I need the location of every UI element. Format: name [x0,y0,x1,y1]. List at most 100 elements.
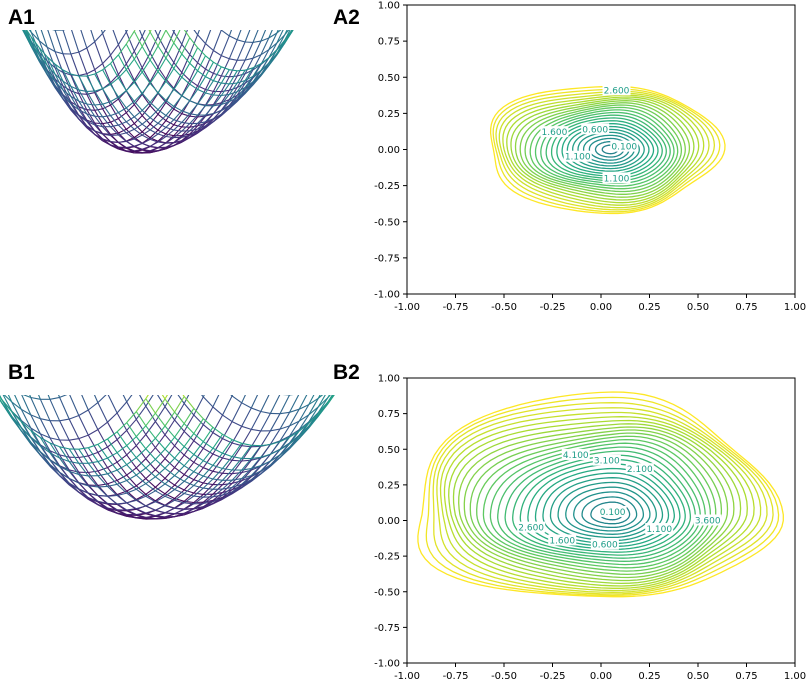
mesh-segment [251,470,262,476]
mesh-segment [164,499,175,507]
mesh-segment [87,455,99,472]
mesh-segment [94,92,104,110]
mesh-segment [86,113,96,126]
mesh-segment [145,405,156,422]
mesh-segment [117,43,127,56]
mesh-segment [212,453,223,459]
mesh-segment [154,434,166,449]
mesh-segment [289,435,300,445]
mesh-segment [135,436,147,450]
mesh-segment [212,395,220,408]
mesh-segment [107,438,118,454]
mesh-segment [173,72,183,89]
mesh-segment [222,395,233,416]
mesh-segment [97,500,108,504]
mesh-segment [149,141,159,147]
mesh-segment [197,43,207,64]
mesh-segment [165,115,175,121]
mesh-segment [30,427,41,446]
mesh-segment [145,425,156,439]
mesh-segment [30,414,41,435]
mesh-segment [276,30,284,44]
mesh-segment [117,96,127,109]
mesh-segment [181,54,191,73]
mesh-segment [174,423,185,438]
mesh-segment [133,36,143,52]
contour-label: 3.100 [594,457,620,467]
contour-label-background [517,521,546,533]
mesh-segment [165,137,175,144]
mesh-segment [126,474,137,487]
mesh-segment [183,446,195,455]
mesh-segment [174,465,185,476]
contour-label: 1.600 [549,536,575,546]
mesh-segment [268,32,278,39]
mesh-segment [193,482,204,494]
mesh-segment [141,129,151,136]
mesh-segment [203,467,214,472]
mesh-segment [269,413,281,432]
mesh-segment [268,42,278,59]
mesh-segment [97,494,108,497]
mesh-segment [110,115,119,126]
mesh-segment [174,488,185,495]
mesh-segment [141,105,151,116]
mesh-segment [78,474,89,487]
mesh-segment [244,57,254,74]
mesh-segment [237,79,246,84]
mesh-segment [174,480,185,490]
mesh-segment [241,475,252,485]
mesh-segment [241,402,252,409]
mesh-segment [173,105,183,112]
mesh-segment [202,478,214,489]
mesh-segment [222,486,233,496]
mesh-segment [260,30,267,42]
mesh-segment [252,70,262,77]
x-tick-label: -1.00 [394,302,420,313]
contour-label: 2.600 [518,524,544,534]
mesh-segment [298,422,310,432]
mesh-segment [241,442,252,446]
mesh-segment [212,494,223,498]
mesh-segment [11,417,22,432]
mesh-segment [126,508,137,511]
mesh-segment [222,421,233,439]
mesh-segment [102,108,111,123]
mesh-segment [229,69,238,72]
mesh-segment [157,35,167,51]
mesh-segment [154,425,166,439]
mesh-segment [165,81,175,90]
mesh-segment [69,438,79,441]
mesh-segment [126,436,137,447]
mesh-segment [38,40,48,48]
mesh-segment [202,395,205,398]
mesh-segment [126,138,135,142]
mesh-segment [49,437,61,456]
mesh-segment [54,85,64,97]
mesh-segment [184,489,194,494]
mesh-segment [135,488,147,497]
mesh-segment [135,425,147,437]
mesh-segment [244,75,254,88]
mesh-segment [220,90,230,104]
mesh-segment [49,459,61,473]
mesh-segment [164,457,175,469]
mesh-segment [202,453,214,469]
mesh-segment [58,395,61,398]
mesh-segment [97,457,108,463]
mesh-segment [236,73,246,88]
mesh-segment [202,465,214,477]
mesh-segment [197,125,206,130]
mesh-segment [30,441,41,453]
mesh-segment [197,92,206,105]
mesh-segment [54,51,64,55]
mesh-segment [59,454,70,471]
mesh-segment [173,95,183,107]
mesh-segment [221,66,230,71]
contour-label-background [548,534,577,546]
mesh-segment [126,488,137,494]
mesh-segment [86,69,95,75]
contour-line [506,96,700,204]
contour-line [417,391,784,598]
contour-label: 1.100 [604,174,630,184]
